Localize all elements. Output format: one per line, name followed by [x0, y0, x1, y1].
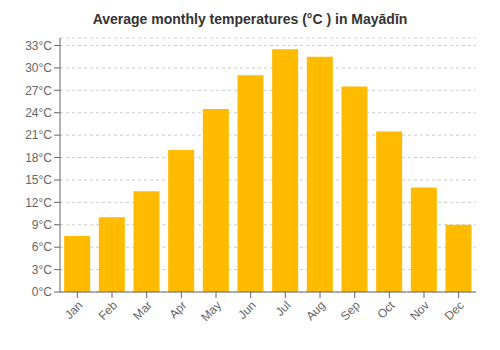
- svg-text:Jun: Jun: [235, 298, 259, 322]
- html-text:Average monthly temperatures (: Average monthly temperatures (°C ) in Ma…: [92, 11, 408, 27]
- svg-text:Nov: Nov: [407, 298, 432, 323]
- svg-text:Dec: Dec: [442, 298, 467, 323]
- svg-text:Aug: Aug: [303, 298, 328, 323]
- svg-text:27°C: 27°C: [25, 84, 52, 98]
- svg-text:33°C: 33°C: [25, 39, 52, 53]
- svg-text:24°C: 24°C: [25, 106, 52, 120]
- svg-text:12°C: 12°C: [25, 196, 52, 210]
- svg-text:May: May: [198, 298, 224, 324]
- svg-text:Apr: Apr: [166, 298, 189, 321]
- svg-text:0°C: 0°C: [32, 285, 52, 299]
- svg-text:Jan: Jan: [62, 298, 86, 322]
- svg-text:Mar: Mar: [130, 298, 155, 323]
- svg-text:Sep: Sep: [338, 298, 363, 323]
- svg-text:Jul: Jul: [273, 298, 294, 319]
- svg-text:Feb: Feb: [96, 298, 121, 323]
- svg-text:3°C: 3°C: [32, 263, 52, 277]
- svg-text:15°C: 15°C: [25, 173, 52, 187]
- svg-text:18°C: 18°C: [25, 151, 52, 165]
- svg-text:21°C: 21°C: [25, 128, 52, 142]
- svg-text:Oct: Oct: [374, 298, 398, 322]
- svg-text:6°C: 6°C: [32, 240, 52, 254]
- svg-text:30°C: 30°C: [25, 61, 52, 75]
- svg-text:9°C: 9°C: [32, 218, 52, 232]
